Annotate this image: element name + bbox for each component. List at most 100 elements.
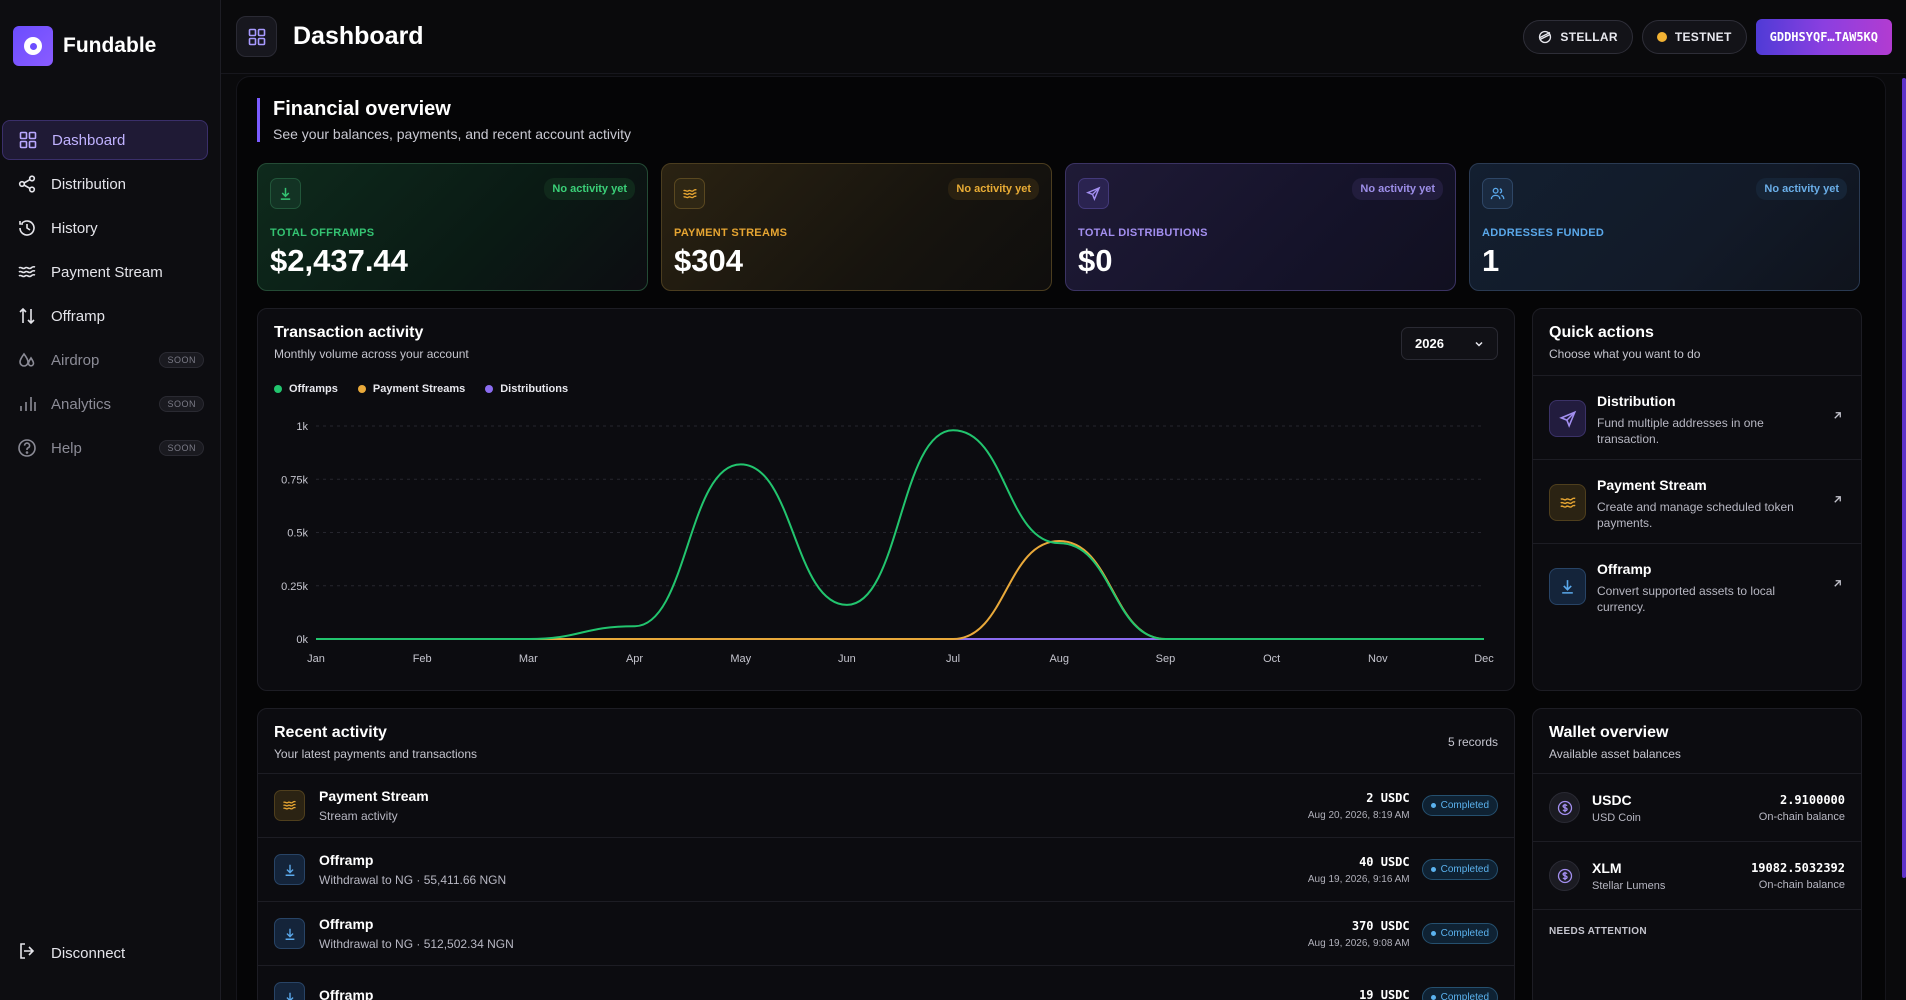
disconnect-button[interactable]: Disconnect [17, 941, 125, 965]
sidebar-item-help[interactable]: Help SOON [2, 428, 218, 468]
stat-cards: No activity yet TOTAL OFFRAMPS $2,437.44… [257, 163, 1865, 291]
status-badge: No activity yet [1352, 178, 1443, 200]
activity-text: Payment Stream Stream activity [319, 788, 1308, 823]
chevron-down-icon [1475, 341, 1483, 347]
quick-action-text: Payment Stream Create and manage schedul… [1597, 477, 1812, 531]
stat-card-offramps[interactable]: No activity yet TOTAL OFFRAMPS $2,437.44 [257, 163, 648, 291]
activity-date: Aug 19, 2026, 9:08 AM [1307, 937, 1410, 949]
download-icon [274, 854, 305, 885]
dashboard-grid-icon[interactable] [236, 16, 277, 57]
asset-text: USDC USD Coin [1592, 792, 1759, 824]
stat-card-addresses[interactable]: No activity yet ADDRESSES FUNDED 1 [1469, 163, 1860, 291]
status-dot-icon [1656, 31, 1667, 42]
waves-icon [1549, 484, 1586, 521]
sidebar-item-analytics[interactable]: Analytics SOON [2, 384, 218, 424]
legend-label: Offramps [289, 383, 338, 395]
activity-row[interactable]: Offramp 19 USDC Completed [258, 966, 1514, 1000]
waves-icon [674, 178, 705, 209]
x-tick-label: Jan [307, 653, 325, 665]
quick-action-desc: Create and manage scheduled token paymen… [1597, 500, 1794, 530]
history-icon [17, 218, 37, 238]
y-tick-label: 0k [296, 634, 308, 646]
recent-activity-card: Recent activity Your latest payments and… [257, 708, 1515, 1000]
chart-row: Transaction activity Monthly volume acro… [257, 308, 1865, 691]
activity-row[interactable]: Payment Stream Stream activity 2 USDC Au… [258, 774, 1514, 838]
asset-row-xlm[interactable]: XLM Stellar Lumens 19082.5032392 On-chai… [1533, 842, 1861, 910]
sidebar-item-dashboard[interactable]: Dashboard [2, 120, 208, 160]
legend-item-payment-streams[interactable]: Payment Streams [357, 383, 466, 395]
stat-value: $304 [674, 243, 743, 278]
x-tick-label: Dec [1474, 653, 1494, 665]
asset-symbol: USDC [1592, 791, 1632, 808]
x-tick-label: Jun [838, 653, 856, 665]
card-subtitle: Choose what you want to do [1549, 347, 1701, 361]
sidebar-item-label: Help [51, 439, 82, 457]
activity-desc: Withdrawal to NG · 512,502.34 NGN [319, 937, 514, 951]
sidebar-item-offramp[interactable]: Offramp [2, 296, 218, 336]
section-subtitle: See your balances, payments, and recent … [273, 126, 631, 142]
quick-action-desc: Fund multiple addresses in one transacti… [1597, 416, 1764, 446]
sidebar-item-history[interactable]: History [2, 208, 218, 248]
activity-amount: 370 USDC [1351, 918, 1410, 933]
stat-value: $0 [1078, 243, 1113, 278]
dollar-coin-icon [1549, 792, 1580, 823]
activity-row[interactable]: Offramp Withdrawal to NG · 512,502.34 NG… [258, 902, 1514, 966]
x-tick-label: Jul [946, 653, 960, 665]
topbar: Dashboard STELLAR TESTNET GDDHSYQF…TAW5K… [221, 0, 1906, 74]
sidebar-item-distribution[interactable]: Distribution [2, 164, 218, 204]
status-badge: No activity yet [1756, 178, 1847, 200]
y-tick-label: 0.5k [287, 528, 308, 540]
legend-item-offramps[interactable]: Offramps [274, 383, 338, 395]
arrow-up-right-icon [1834, 580, 1841, 587]
status-label: Completed [1440, 928, 1489, 939]
status-badge: Completed [1421, 859, 1498, 880]
sidebar-item-payment-stream[interactable]: Payment Stream [2, 252, 218, 292]
brand[interactable]: Fundable [0, 0, 220, 92]
legend-item-distributions[interactable]: Distributions [485, 383, 568, 395]
sidebar: Fundable Dashboard Distribution History … [0, 0, 221, 1000]
transaction-activity-chart: 0k 0.25k 0.5k 0.75k 1k Jan Feb Mar Apr May Jun Jul A… [281, 421, 1494, 665]
asset-row-usdc[interactable]: USDC USD Coin 2.9100000 On-chain balance [1533, 774, 1861, 842]
activity-row[interactable]: Offramp Withdrawal to NG · 55,411.66 NGN… [258, 838, 1514, 902]
quick-action-offramp[interactable]: Offramp Convert supported assets to loca… [1533, 544, 1861, 628]
card-header: Recent activity Your latest payments and… [258, 709, 1514, 774]
stat-label: TOTAL OFFRAMPS [270, 227, 375, 239]
x-tick-label: Sep [1156, 653, 1176, 665]
arrow-up-right-icon [1834, 496, 1841, 503]
quick-action-text: Distribution Fund multiple addresses in … [1597, 393, 1812, 447]
asset-balance: 19082.5032392 [1751, 860, 1845, 875]
download-icon [274, 982, 305, 1000]
activity-title: Offramp [319, 987, 374, 1000]
stat-card-payment-streams[interactable]: No activity yet PAYMENT STREAMS $304 [661, 163, 1052, 291]
card-title: Quick actions [1549, 324, 1654, 341]
card-subtitle: Available asset balances [1549, 747, 1681, 761]
quick-action-payment-stream[interactable]: Payment Stream Create and manage schedul… [1533, 460, 1861, 544]
environment-pill[interactable]: TESTNET [1641, 19, 1747, 54]
sidebar-item-label: Offramp [51, 307, 105, 325]
series-line-payment-streams [315, 540, 1484, 640]
bottom-row: Recent activity Your latest payments and… [257, 708, 1865, 1000]
wallet-address-button[interactable]: GDDHSYQF…TAW5KQ [1755, 18, 1892, 55]
x-tick-label: May [730, 653, 751, 665]
scrollbar[interactable] [1902, 78, 1906, 878]
environment-label: TESTNET [1674, 29, 1732, 44]
activity-text: Offramp Withdrawal to NG · 55,411.66 NGN [319, 852, 1308, 887]
stat-card-distributions[interactable]: No activity yet TOTAL DISTRIBUTIONS $0 [1065, 163, 1456, 291]
card-title: Recent activity [274, 724, 387, 741]
dashboard-content: Financial overview See your balances, pa… [236, 76, 1886, 1000]
legend-label: Payment Streams [372, 383, 466, 395]
droplets-icon [17, 350, 37, 370]
quick-action-distribution[interactable]: Distribution Fund multiple addresses in … [1533, 376, 1861, 460]
activity-title: Offramp [319, 916, 374, 932]
financial-overview-header: Financial overview See your balances, pa… [257, 98, 1865, 142]
send-icon [1549, 400, 1586, 437]
status-badge: Completed [1421, 987, 1498, 1000]
sidebar-item-airdrop[interactable]: Airdrop SOON [2, 340, 218, 380]
card-header: Wallet overview Available asset balances [1533, 709, 1861, 774]
year-select[interactable]: 2026 [1401, 327, 1498, 360]
card-title: Transaction activity [274, 324, 424, 341]
sidebar-item-label: Analytics [51, 395, 112, 413]
network-pill[interactable]: STELLAR [1523, 19, 1633, 54]
asset-balance-block: 2.9100000 On-chain balance [1759, 793, 1845, 823]
